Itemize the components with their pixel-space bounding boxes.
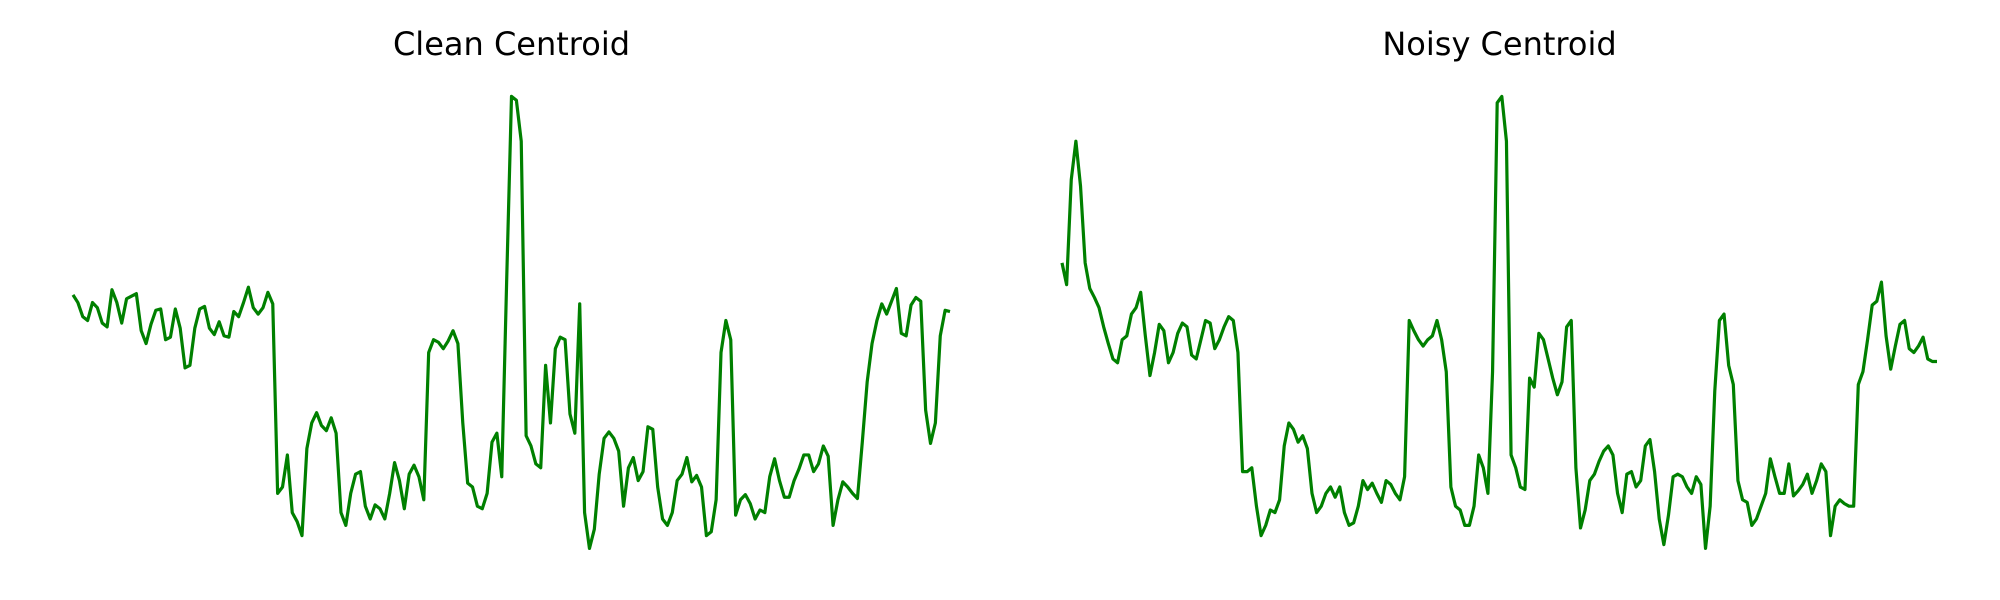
data-line bbox=[71, 94, 951, 551]
data-line bbox=[1060, 94, 1937, 551]
chart-title: Clean Centroid bbox=[393, 25, 630, 63]
chart-title: Noisy Centroid bbox=[1382, 25, 1616, 63]
